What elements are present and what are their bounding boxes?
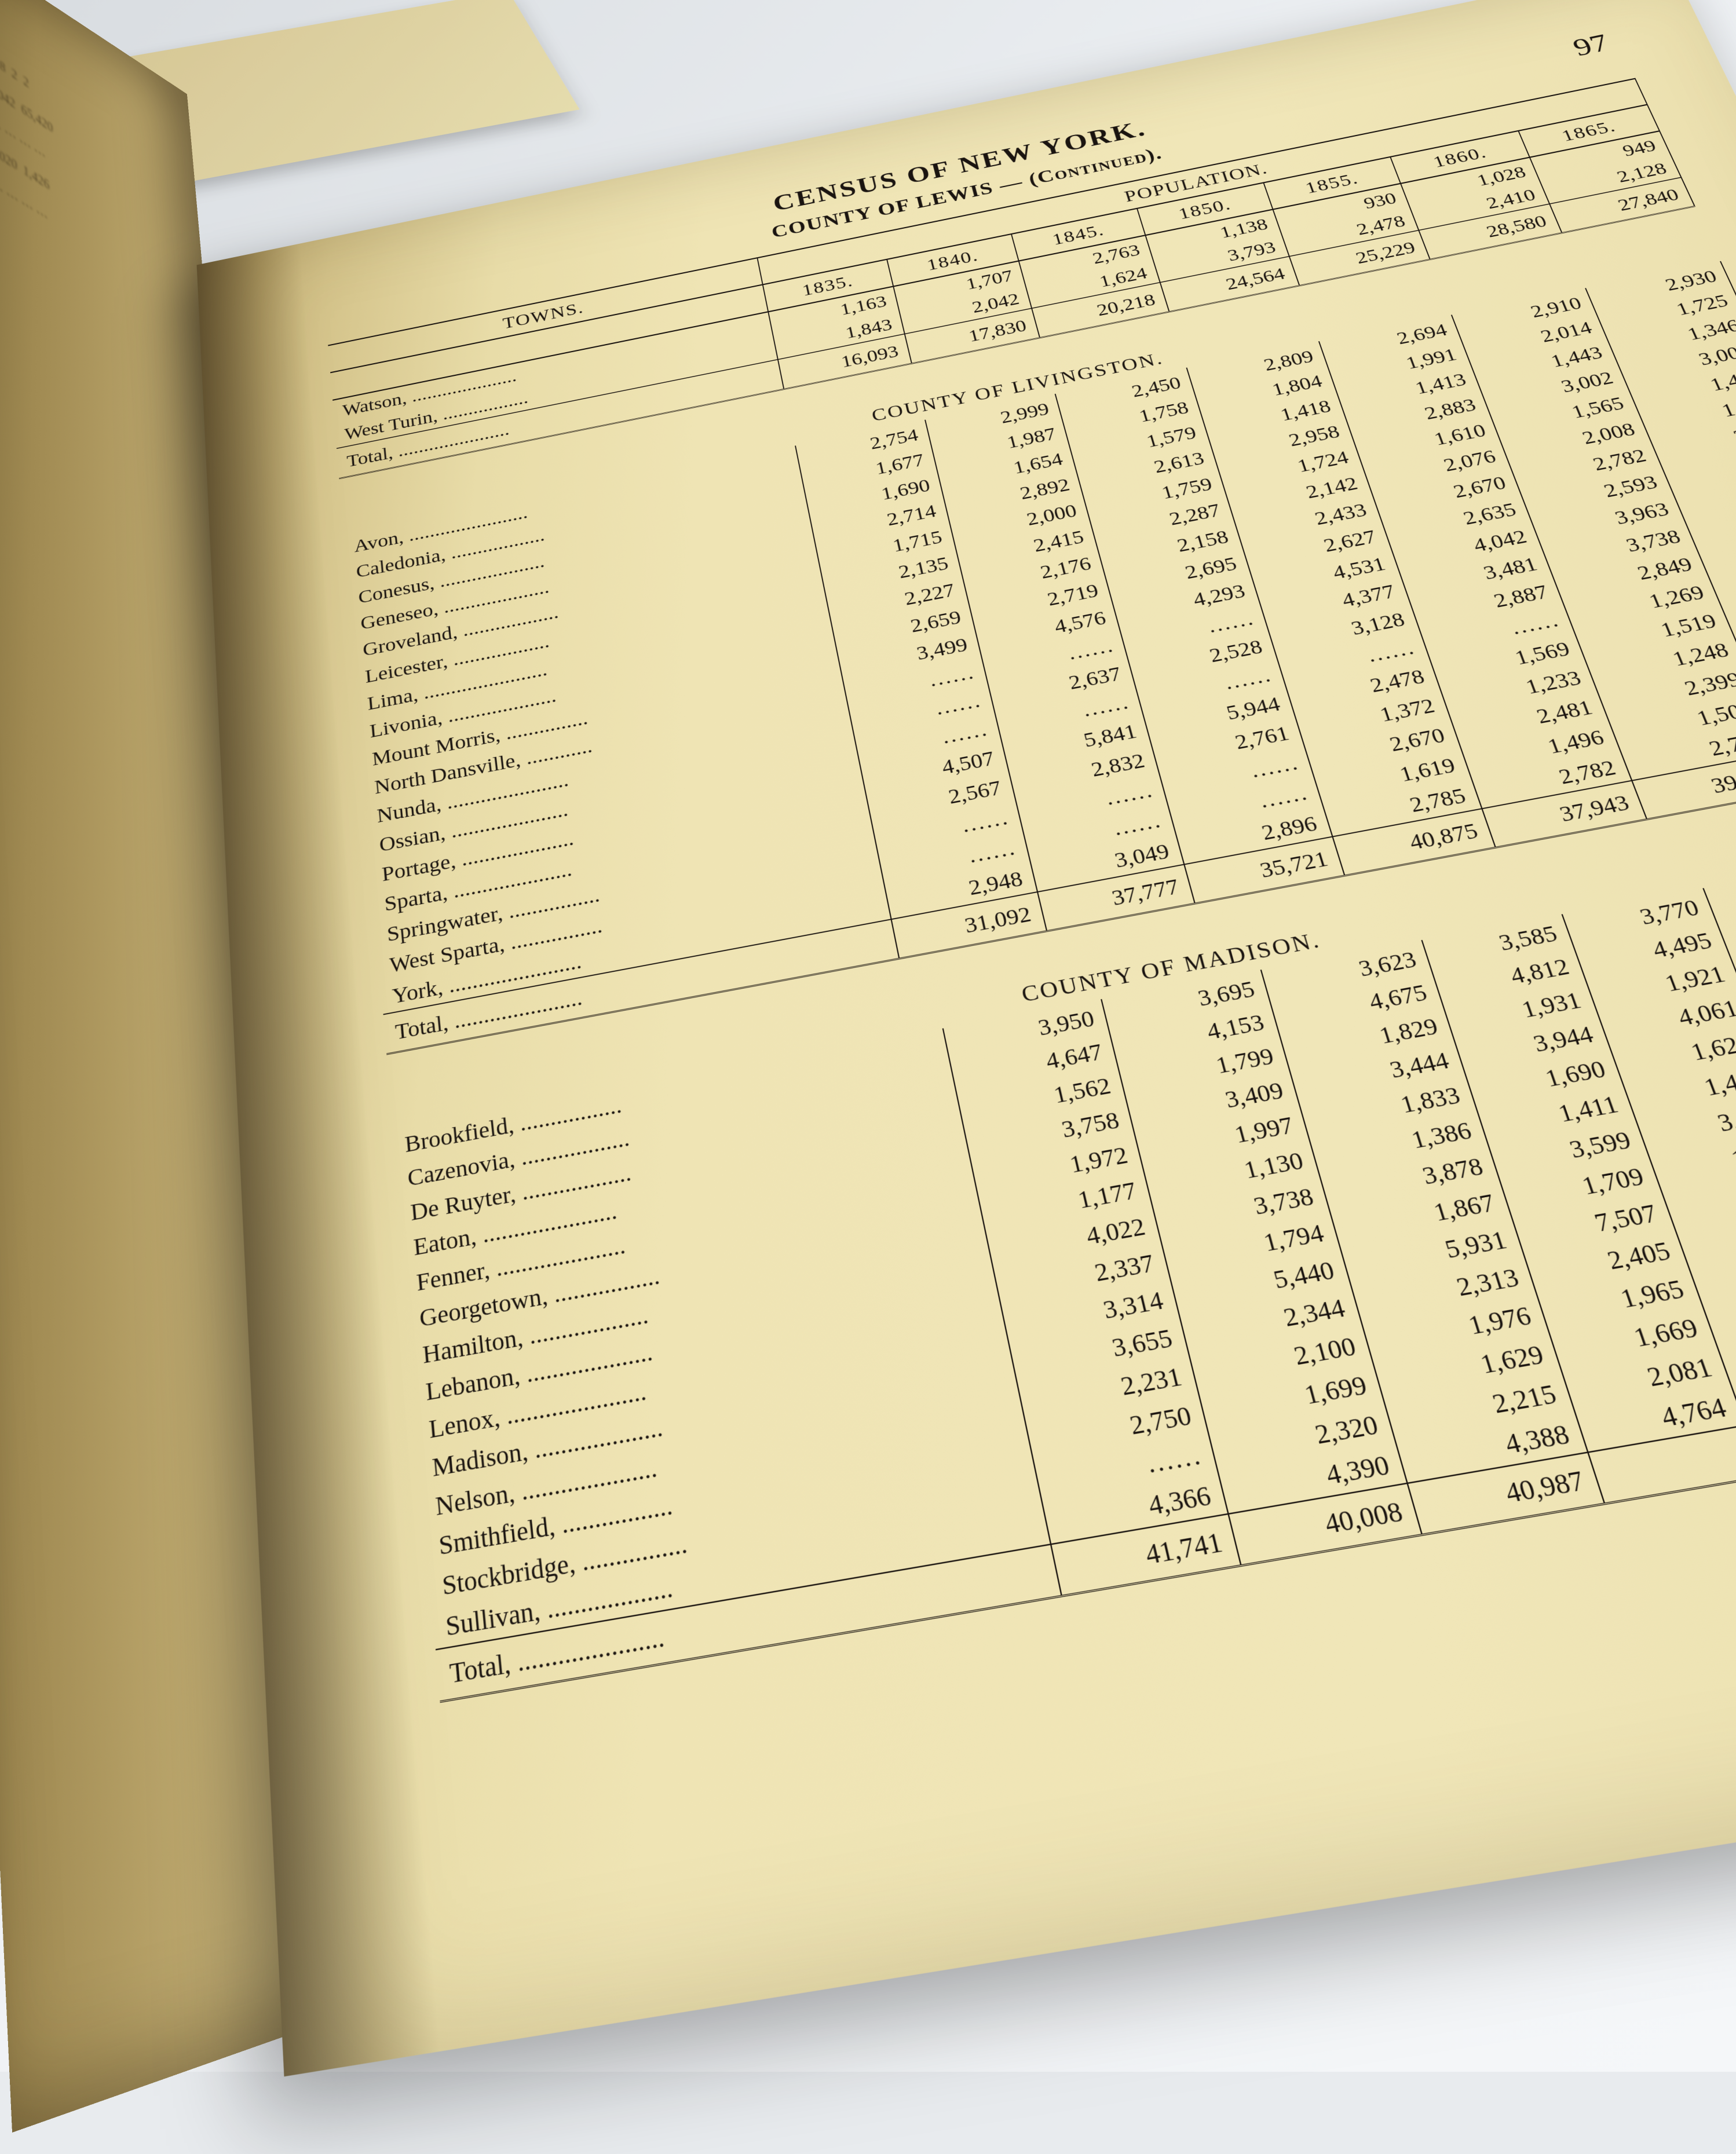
right-page: 97 CENSUS OF NEW YORK. COUNTY OF LEWIS —… [197, 0, 1736, 2076]
book-scene: 8 8 2 2 6,042 65,420 … … … … 1,020 1,426… [0, 0, 1736, 2072]
left-page-ghost-text: 8 8 2 2 6,042 65,420 … … … … 1,020 1,426… [0, 49, 191, 308]
